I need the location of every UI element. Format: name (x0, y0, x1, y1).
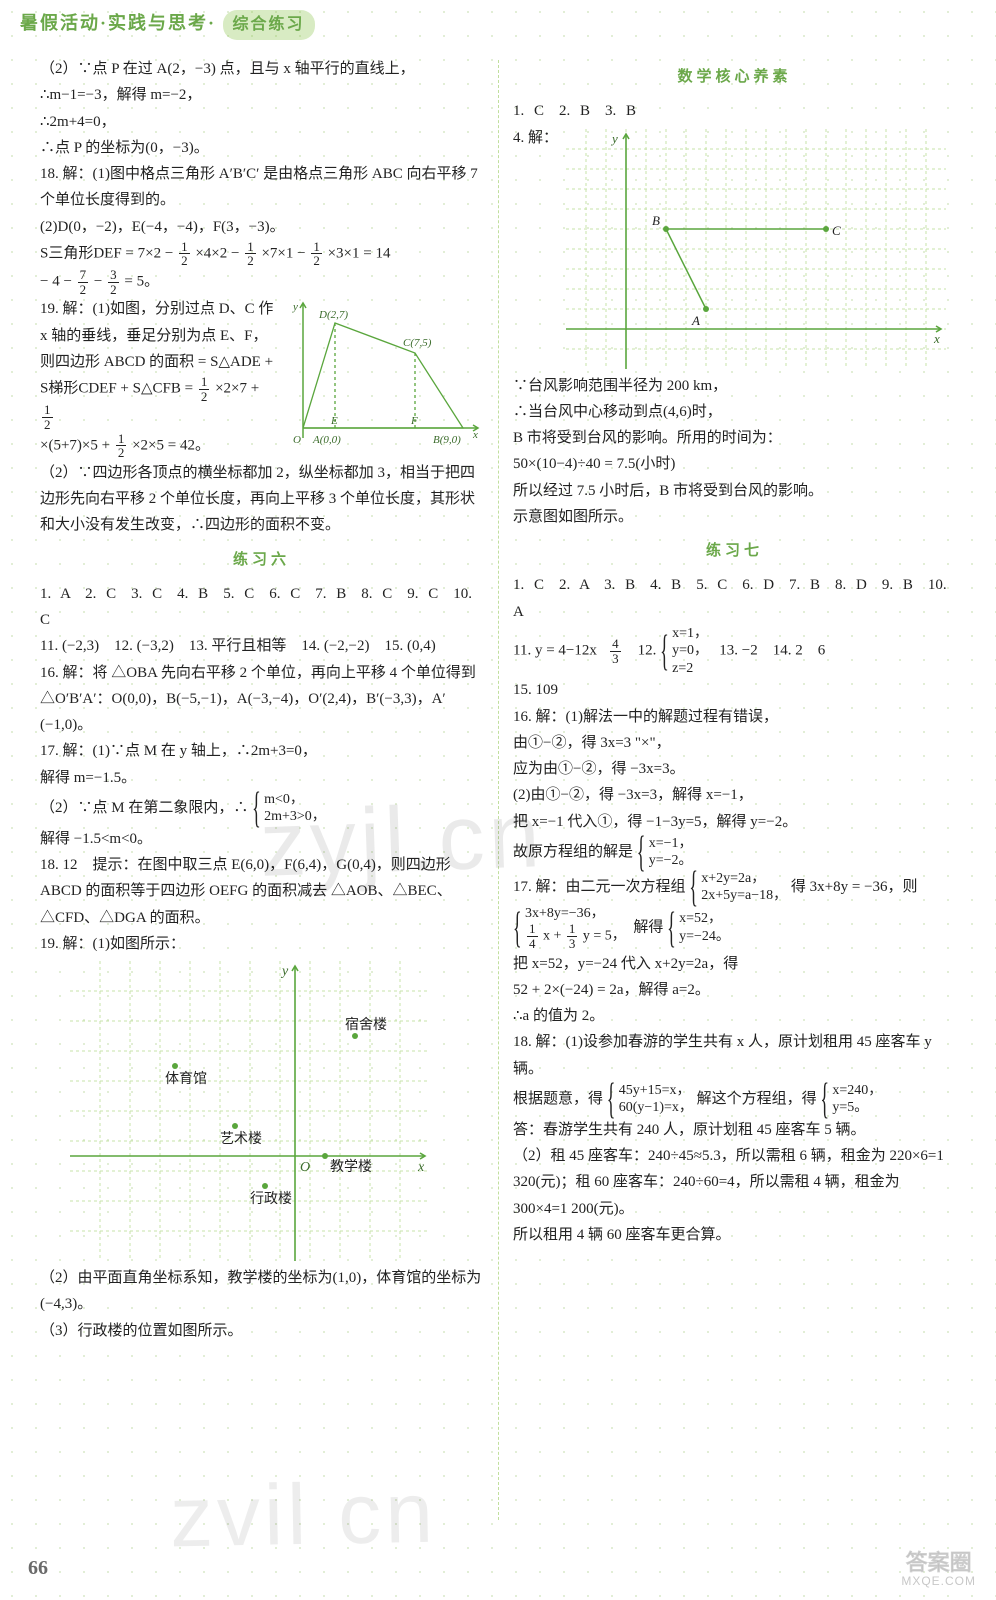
sec6-fill: 11. (−2,3) 12. (−3,2) 13. 平行且相等 14. (−2,… (40, 633, 483, 659)
p4-lead: 4. 解： (513, 125, 956, 373)
site-badge-small: MXQE.COM (901, 1575, 976, 1588)
header-bubble: 综合练习 (223, 10, 315, 40)
sec6-p17c: （2）∵点 M 在第二象限内，∴ m<0， 2m+3>0， (40, 791, 483, 826)
sec6-answers: 1. A 2. C 3. C 4. B 5. C 6. C 7. B 8. C … (40, 581, 483, 634)
svg-text:x: x (933, 331, 940, 346)
sec7-p16-5: 把 x=−1 代入①，得 −1−3y=5，解得 y=−2。 (513, 809, 956, 835)
header-title: 暑假活动·实践与思考· (20, 13, 216, 33)
svg-text:B: B (652, 213, 660, 228)
svg-text:A: A (691, 313, 700, 328)
p4-b6: 示意图如图所示。 (513, 504, 956, 530)
sec6-p19b: （2）由平面直角坐标系知，教学楼的坐标为(1,0)，体育馆的坐标为(−4,3)。 (40, 1265, 483, 1318)
sec7-p17-l2: 3x+8y=−36， 14 x + 13 y = 5， 解得 x=52， y=−… (513, 905, 956, 951)
figure-typhoon-grid: A B C x y (566, 129, 946, 369)
sec6-p19c: （3）行政楼的位置如图所示。 (40, 1318, 483, 1344)
p4-b1: ∵台风影响范围半径为 200 km， (513, 373, 956, 399)
sec7-p18-1: 18. 解：(1)设参加春游的学生共有 x 人，原计划租用 45 座客车 y 辆… (513, 1029, 956, 1082)
page-header: 暑假活动·实践与思考· 综合练习 (0, 0, 996, 56)
svg-text:O: O (293, 434, 301, 446)
left-p18-l1: 18. 解：(1)图中格点三角形 A′B′C′ 是由格点三角形 ABC 向右平移… (40, 161, 483, 214)
site-badge-big: 答案圈 (906, 1550, 972, 1575)
figure-campus-map: 体育馆 宿舍楼 艺术楼 教学楼 行政楼 O x y (70, 961, 483, 1261)
svg-text:E: E (330, 415, 338, 427)
sec7-p16-2: 由①−②，得 3x=3 "×"， (513, 730, 956, 756)
svg-text:体育馆: 体育馆 (165, 1071, 207, 1087)
left-p19-tail: （2）∵四边形各顶点的横坐标都加 2，纵坐标都加 3，相当于把四边形先向右平移 … (40, 460, 483, 539)
p4-b5: 所以经过 7.5 小时后，B 市将受到台风的影响。 (513, 478, 956, 504)
svg-text:x: x (417, 1160, 425, 1175)
sec6-p19a: 19. 解：(1)如图所示： (40, 931, 483, 957)
page-number: 66 (28, 1551, 48, 1586)
svg-text:y: y (280, 964, 289, 979)
sec7-p18-t2: （2）租 45 座客车：240÷45≈5.3，所以需租 6 辆，租金为 220×… (513, 1143, 956, 1222)
core-answers: 1. C 2. B 3. B (513, 98, 956, 124)
svg-text:艺术楼: 艺术楼 (220, 1131, 262, 1147)
svg-text:D(2,7): D(2,7) (318, 309, 348, 321)
left-p17-l2: ∴m−1=−3，解得 m=−2， (40, 82, 483, 108)
svg-text:A(0,0): A(0,0) (312, 434, 341, 446)
sec7-p18-b: 根据题意，得 45y+15=x， 60(y−1)=x， 解这个方程组，得 x=2… (513, 1082, 956, 1117)
p4-b3: B 市将受到台风的影响。所用的时间为： (513, 425, 956, 451)
sec7-p16-1: 16. 解：(1)解法一中的解题过程有错误， (513, 704, 956, 730)
sec6-p18: 18. 12 提示：在图中取三点 E(6,0)，F(6,4)，G(0,4)，则四… (40, 852, 483, 931)
sec6-p17b: 解得 m=−1.5。 (40, 765, 483, 791)
right-column: 数学核心养素 1. C 2. B 3. B 4. 解： (513, 56, 956, 1344)
sec7-p18-t1: 答：春游学生共有 240 人，原计划租 45 座客车 5 辆。 (513, 1117, 956, 1143)
svg-text:C: C (832, 223, 841, 238)
left-p18-l2: (2)D(0，−2)，E(−4，−4)，F(3，−3)。 (40, 214, 483, 240)
left-column: （2）∵点 P 在过 A(2，−3) 点，且与 x 轴平行的直线上， ∴m−1=… (40, 56, 483, 1344)
svg-text:教学楼: 教学楼 (330, 1159, 372, 1175)
svg-text:x: x (472, 429, 478, 441)
site-badge: 答案圈 MXQE.COM (901, 1551, 976, 1588)
left-p17-l3: ∴2m+4=0， (40, 109, 483, 135)
left-p17-l4: ∴点 P 的坐标为(0，−3)。 (40, 135, 483, 161)
sec7-p17-l1: 17. 解：由二元一次方程组 x+2y=2a， 2x+5y=a−18， 得 3x… (513, 870, 956, 905)
sec7-p11-12: 11. y = 4−12x 43 12. x=1， y=0， z=2 13. −… (513, 625, 956, 678)
p4-b4: 50×(10−4)÷40 = 7.5(小时) (513, 451, 956, 477)
sec7-p17-t2: 52 + 2×(−24) = 2a，解得 a=2。 (513, 977, 956, 1003)
left-p17-l1: （2）∵点 P 在过 A(2，−3) 点，且与 x 轴平行的直线上， (40, 56, 483, 82)
p4-b2: ∴当台风中心移动到点(4,6)时， (513, 399, 956, 425)
sec7-p18-t3: 所以租用 4 辆 60 座客车更合算。 (513, 1222, 956, 1248)
sec7-answers: 1. C 2. A 3. B 4. B 5. C 6. D 7. B 8. D … (513, 572, 956, 625)
figure-quadrilateral: O A(0,0) B(9,0) D(2,7) C(7,5) E F x y (283, 298, 483, 448)
svg-text:C(7,5): C(7,5) (403, 337, 432, 349)
section7-title: 练习七 (513, 538, 956, 564)
svg-text:y: y (610, 131, 618, 146)
svg-text:F: F (410, 415, 418, 427)
column-divider (498, 60, 499, 1520)
sec6-p16: 16. 解：将 △OBA 先向右平移 2 个单位，再向上平移 4 个单位得到 △… (40, 660, 483, 739)
svg-text:O: O (300, 1160, 310, 1175)
sec7-p16-4: (2)由①−②，得 −3x=3，解得 x=−1， (513, 782, 956, 808)
svg-text:y: y (292, 301, 298, 313)
left-p18-area-line1: S三角形DEF = 7×2 − 12 ×4×2 − 12 ×7×1 − 12 ×… (40, 240, 483, 268)
sec6-p17a: 17. 解：(1)∵点 M 在 y 轴上，∴2m+3=0， (40, 738, 483, 764)
section6-title: 练习六 (40, 547, 483, 573)
sec7-p15: 15. 109 (513, 677, 956, 703)
sec7-p17-t3: ∴a 的值为 2。 (513, 1003, 956, 1029)
core-title: 数学核心养素 (513, 64, 956, 90)
sec7-p16-tail: 故原方程组的解是 x=−1， y=−2。 (513, 835, 956, 870)
sec6-p17d: 解得 −1.5<m<0。 (40, 826, 483, 852)
svg-text:行政楼: 行政楼 (250, 1191, 292, 1207)
sec7-p17-t1: 把 x=52，y=−24 代入 x+2y=2a，得 (513, 951, 956, 977)
left-p18-area-line2: − 4 − 72 − 32 = 5。 (40, 268, 483, 296)
sec7-p16-3: 应为由①−②，得 −3x=3。 (513, 756, 956, 782)
svg-text:B(9,0): B(9,0) (433, 434, 461, 446)
svg-text:宿舍楼: 宿舍楼 (345, 1016, 387, 1033)
watermark-bottom: zvil cn (169, 1437, 439, 1592)
